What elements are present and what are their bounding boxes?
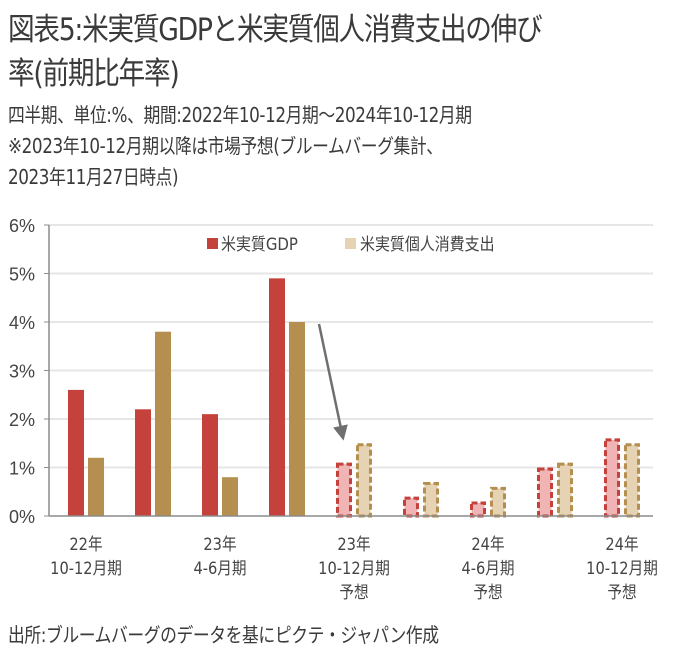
bar-gdp-forecast: [403, 496, 419, 518]
bar-gdp-forecast: [537, 467, 553, 518]
bar-gdp: [202, 414, 218, 516]
bar-gdp-forecast: [336, 462, 352, 518]
bar-pce-forecast: [490, 486, 506, 518]
x-tick-label: 23年: [203, 534, 236, 554]
x-tick-label: 24年: [605, 534, 638, 554]
bar-gdp-forecast: [470, 501, 486, 518]
y-tick-label: 0%: [9, 507, 35, 527]
x-tick-label: 22年: [69, 534, 102, 554]
chart-title-line-2: 率(前期比年率): [8, 56, 180, 92]
annotations: [317, 323, 348, 441]
legend-label-gdp: 米実質GDP: [221, 234, 298, 254]
x-tick-label: 予想: [339, 582, 368, 602]
bar-pce: [222, 477, 238, 516]
y-tick-label: 4%: [9, 313, 35, 333]
legend-label-pce: 米実質個人消費支出: [360, 234, 495, 254]
bar-gdp: [135, 409, 151, 516]
x-tick-label: 10-12月期: [50, 558, 122, 578]
chart-title-line-1: 図表5:米実質GDPと米実質個人消費支出の伸び: [8, 12, 543, 48]
legend: 米実質GDP 米実質個人消費支出: [207, 234, 495, 254]
bars: [68, 278, 640, 518]
bar-gdp: [269, 278, 285, 516]
y-axis-ticks: 0% 1% 2% 3% 4% 5% 6%: [9, 216, 49, 527]
source-note: 出所:ブルームバーグのデータを基にピクテ・ジャパン作成: [8, 623, 439, 647]
x-tick-label: 10-12月期: [586, 558, 658, 578]
bar-pce-forecast: [423, 482, 439, 518]
bar-pce: [289, 322, 305, 516]
bar-gdp: [68, 389, 84, 516]
chart-subtitle: 四半期、単位:%、期間:2022年10-12月期～2024年10-12月期 ※2…: [8, 100, 472, 193]
x-tick-label: 10-12月期: [318, 558, 390, 578]
bar-gdp-forecast: [604, 438, 620, 518]
chart-title: 図表5:米実質GDPと米実質個人消費支出の伸び 率(前期比年率): [8, 8, 589, 96]
bar-pce: [88, 457, 104, 516]
y-tick-label: 5%: [9, 265, 35, 285]
x-axis-labels: 22年10-12月期23年4-6月期23年10-12月期予想24年4-6月期予想…: [50, 534, 658, 602]
y-tick-label: 3%: [9, 362, 35, 382]
subtitle-line-3: 2023年11月27日時点): [8, 165, 179, 189]
bar-pce-forecast: [557, 462, 573, 518]
y-tick-label: 2%: [9, 410, 35, 430]
bar-pce-forecast: [356, 443, 372, 518]
annotation-arrow: [317, 323, 348, 441]
x-tick-label: 4-6月期: [461, 558, 514, 578]
x-tick-label: 予想: [607, 582, 636, 602]
bar-pce: [155, 331, 171, 516]
x-tick-label: 予想: [473, 582, 502, 602]
axes: [48, 225, 653, 517]
subtitle-line-2: ※2023年10-12月期以降は市場予想(ブルームバーグ集計、: [8, 134, 443, 158]
x-tick-label: 24年: [471, 534, 504, 554]
x-tick-label: 4-6月期: [193, 558, 246, 578]
x-tick-label: 23年: [337, 534, 370, 554]
y-tick-label: 6%: [9, 216, 35, 236]
subtitle-line-1: 四半期、単位:%、期間:2022年10-12月期～2024年10-12月期: [8, 103, 472, 127]
legend-swatch-pce: [345, 238, 356, 249]
legend-swatch-gdp: [207, 238, 218, 249]
y-tick-label: 1%: [9, 459, 35, 479]
bar-pce-forecast: [624, 443, 640, 518]
